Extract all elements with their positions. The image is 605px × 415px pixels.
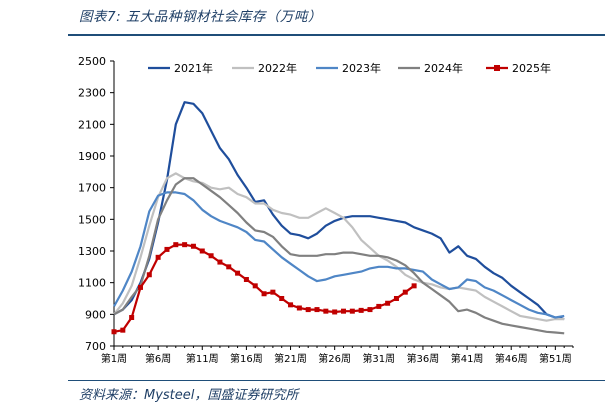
- data-point-2025年: [173, 242, 179, 248]
- axes: 700 900 1100 1300 1500 1700 1900 2100 2300 2500 第1…: [78, 55, 574, 365]
- legend-marker: [494, 65, 500, 71]
- data-point-2025年: [182, 242, 188, 248]
- title-divider: [68, 34, 605, 36]
- data-point-2025年: [120, 327, 126, 333]
- data-point-2025年: [376, 303, 382, 309]
- data-point-2025年: [155, 254, 161, 260]
- data-point-2025年: [358, 307, 364, 313]
- x-tick-label: 第46周: [495, 352, 528, 365]
- y-tick-label: 2300: [78, 87, 106, 100]
- data-point-2025年: [243, 277, 249, 282]
- data-point-2025年: [402, 289, 408, 295]
- x-tick-label: 第36周: [407, 352, 440, 365]
- data-point-2025年: [208, 253, 214, 259]
- legend-label: 2024年: [424, 61, 463, 75]
- x-tick-label: 第31周: [362, 352, 395, 365]
- y-tick-label: 1300: [78, 245, 106, 258]
- data-point-2025年: [261, 291, 267, 297]
- y-tick-label: 700: [85, 340, 106, 353]
- y-tick-label: 900: [85, 308, 106, 321]
- data-point-2025年: [226, 264, 232, 270]
- data-point-2025年: [146, 272, 152, 278]
- series-line-2024年: [113, 177, 565, 335]
- series-line-2022年: [113, 172, 565, 322]
- data-point-2025年: [341, 308, 346, 314]
- chart-legend: 2021年 2022年 2023年 2024年 2025年: [148, 61, 551, 75]
- y-tick-label: 1500: [78, 213, 106, 226]
- data-point-2025年: [279, 296, 285, 301]
- data-point-2025年: [288, 302, 294, 308]
- data-point-2025年: [111, 329, 117, 335]
- y-tick-label: 1700: [78, 182, 106, 195]
- data-point-2025年: [164, 246, 170, 252]
- data-point-2025年: [332, 309, 338, 315]
- data-point-2025年: [199, 248, 205, 254]
- data-point-2025年: [385, 300, 391, 306]
- legend-label: 2025年: [512, 61, 551, 75]
- data-point-2025年: [411, 283, 417, 289]
- data-point-2025年: [217, 259, 223, 265]
- x-tick-label: 第26周: [318, 352, 351, 365]
- series-line-2021年: [113, 101, 565, 321]
- x-tick-label: 第6周: [145, 352, 171, 365]
- source-divider: [68, 380, 605, 381]
- series-line-2023年: [113, 191, 565, 319]
- x-tick-label: 第16周: [230, 352, 263, 365]
- x-tick-label: 第51周: [539, 352, 572, 365]
- legend-label: 2021年: [174, 61, 213, 75]
- legend-label: 2023年: [342, 61, 381, 75]
- data-point-2025年: [129, 315, 135, 320]
- y-tick-label: 1100: [78, 277, 106, 290]
- data-point-2025年: [367, 307, 373, 313]
- chart-title: 图表7: 五大品种钢材社会库存（万吨）: [79, 9, 322, 25]
- x-tick-label: 第1周: [101, 352, 127, 365]
- x-tick-label: 第11周: [186, 352, 219, 365]
- data-point-2025年: [296, 305, 302, 311]
- legend-label: 2022年: [258, 61, 297, 75]
- data-point-2025年: [393, 296, 399, 301]
- y-tick-label: 2100: [78, 118, 106, 131]
- data-point-2025年: [270, 289, 276, 295]
- data-point-2025年: [349, 308, 355, 314]
- y-tick-label: 2500: [78, 55, 106, 68]
- source-note: 资料来源：Mysteel，国盛证券研究所: [79, 388, 299, 403]
- data-point-2025年: [305, 307, 311, 313]
- data-point-2025年: [190, 243, 196, 249]
- data-point-2025年: [323, 308, 329, 314]
- x-tick-label: 第21周: [274, 352, 307, 365]
- data-point-2025年: [314, 307, 320, 313]
- x-tick-label: 第41周: [451, 352, 484, 365]
- data-point-2025年: [235, 270, 241, 276]
- y-tick-label: 1900: [78, 150, 106, 163]
- data-point-2025年: [252, 283, 258, 289]
- data-point-2025年: [137, 284, 143, 290]
- series-lines: [111, 101, 565, 335]
